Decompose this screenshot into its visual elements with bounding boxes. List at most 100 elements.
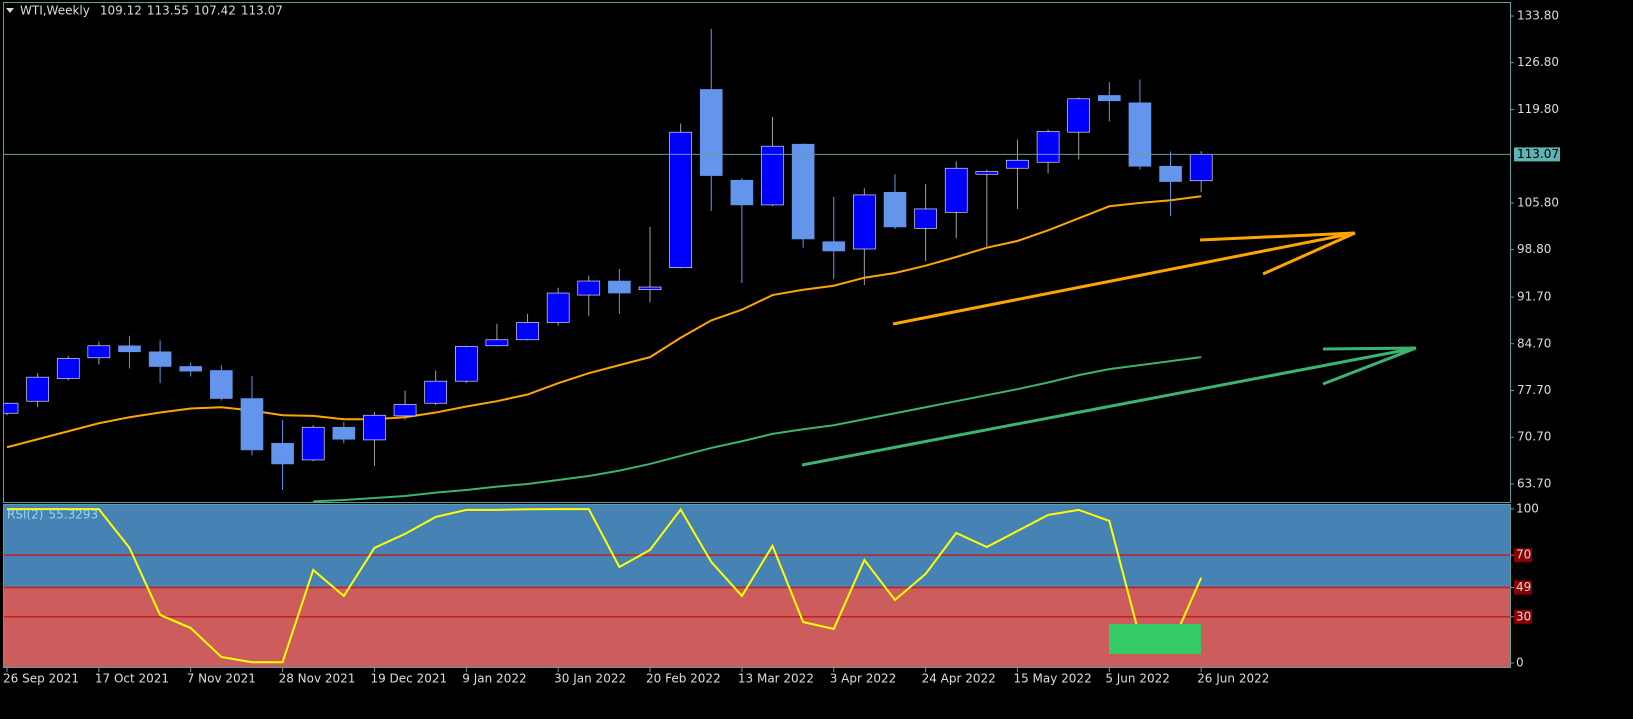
- rsi-level-box: [1514, 609, 1532, 624]
- header-ohlc: 109.12: [100, 4, 142, 18]
- rsi-title: RSI(2): [7, 508, 44, 522]
- orange-trend-line: [892, 231, 1356, 326]
- candle-body: [56, 358, 80, 379]
- moving-average-line: [313, 356, 1202, 502]
- candle-body: [608, 280, 631, 294]
- y-tick-label: 63.70: [1517, 476, 1551, 490]
- candle-body: [118, 345, 141, 353]
- candle-body: [454, 346, 478, 382]
- y-tick-label: 105.80: [1517, 195, 1559, 209]
- last-price-label: 113.07: [1517, 147, 1559, 161]
- candle-body: [179, 366, 203, 372]
- candle-body: [914, 208, 937, 229]
- last-price-box: [1514, 147, 1560, 162]
- y-tick-label: 133.80: [1517, 9, 1559, 23]
- candle-body: [730, 179, 754, 206]
- x-tick-label: 13 Mar 2022: [738, 672, 814, 686]
- candle-body: [3, 402, 19, 414]
- candle-body: [699, 89, 723, 176]
- symbol-title: WTI,Weekly: [20, 4, 90, 18]
- rsi-frame: [3, 504, 1511, 668]
- candle-body: [271, 442, 294, 465]
- orange-arrow-head: [1199, 231, 1356, 242]
- candle-body: [546, 292, 570, 323]
- rsi-upper-zone: [3, 504, 1510, 588]
- candle-body: [1067, 98, 1090, 133]
- header-ohlc: 107.42: [194, 4, 236, 18]
- x-tick-label: 28 Nov 2021: [279, 672, 356, 686]
- highlight-box: [1109, 624, 1201, 654]
- candle-body: [26, 376, 49, 402]
- candle-body: [1036, 131, 1060, 163]
- y-tick-label: 70.70: [1517, 430, 1551, 444]
- candle-body: [516, 322, 539, 341]
- header-ohlc: 113.55: [147, 4, 189, 18]
- y-tick-label: 126.80: [1517, 55, 1559, 69]
- candle-body: [975, 171, 999, 175]
- candle-body: [853, 194, 876, 250]
- y-tick-label: 77.70: [1517, 383, 1551, 397]
- header-ohlc: 113.07: [241, 4, 283, 18]
- rsi-y-tick-label: 70: [1516, 548, 1531, 562]
- orange-arrow-head: [1262, 231, 1356, 276]
- rsi-lower-zone: [3, 587, 1510, 667]
- green-trend-line: [801, 346, 1417, 467]
- menu-triangle: [6, 8, 14, 13]
- x-tick-label: 9 Jan 2022: [462, 672, 526, 686]
- main-frame: [3, 2, 1511, 503]
- rsi-y-tick-label: 30: [1516, 609, 1531, 623]
- candle-body: [301, 426, 325, 461]
- candle-body: [485, 339, 509, 347]
- y-tick-label: 91.70: [1517, 290, 1551, 304]
- rsi-value: 55.3293: [49, 508, 99, 522]
- y-tick-label: 119.80: [1517, 102, 1559, 116]
- candle-body: [363, 414, 386, 441]
- candle-body: [669, 131, 692, 268]
- candle-body: [944, 167, 968, 213]
- x-tick-label: 7 Nov 2021: [187, 672, 256, 686]
- drawn-objects: [801, 231, 1417, 654]
- x-tick-label: 3 Apr 2022: [830, 672, 897, 686]
- moving-average-line: [6, 195, 1202, 449]
- candle-body: [210, 370, 233, 399]
- candle-body: [424, 380, 447, 404]
- candle-body: [393, 404, 417, 417]
- x-tick-label: 26 Jun 2022: [1197, 672, 1269, 686]
- x-tick-label: 26 Sep 2021: [3, 672, 79, 686]
- candle-body: [1128, 102, 1152, 167]
- x-tick-label: 30 Jan 2022: [554, 672, 626, 686]
- candle-body: [240, 398, 264, 451]
- rsi-level-box: [1514, 548, 1532, 563]
- x-tick-label: 19 Dec 2021: [370, 672, 447, 686]
- x-tick-label: 24 Apr 2022: [922, 672, 996, 686]
- candle-body: [577, 280, 601, 296]
- candle-body: [1189, 154, 1213, 182]
- x-tick-label: 17 Oct 2021: [95, 672, 169, 686]
- candle-body: [883, 191, 907, 228]
- rsi-y-tick-label: 100: [1516, 501, 1539, 515]
- rsi-y-tick-label: 49: [1516, 580, 1531, 594]
- candle-body: [1098, 95, 1121, 102]
- y-tick-label: 98.80: [1517, 242, 1551, 256]
- green-arrow-head: [1322, 346, 1417, 386]
- candle-body: [791, 143, 815, 240]
- candle-body: [1006, 159, 1029, 169]
- candle-body: [822, 241, 846, 252]
- rsi-y-tick-label: 0: [1516, 655, 1524, 669]
- candle-body: [332, 426, 356, 440]
- candle-body: [148, 351, 172, 367]
- x-tick-label: 5 Jun 2022: [1105, 672, 1170, 686]
- candle-body: [1159, 165, 1182, 182]
- x-tick-label: 20 Feb 2022: [646, 672, 721, 686]
- frames: [3, 2, 1511, 668]
- candle-body: [87, 345, 111, 359]
- y-tick-label: 84.70: [1517, 336, 1551, 350]
- green-arrow-head: [1322, 346, 1417, 351]
- x-tick-label: 15 May 2022: [1013, 672, 1091, 686]
- candle-body: [638, 286, 662, 291]
- rsi-line: [7, 507, 1203, 664]
- candle-body: [761, 145, 784, 206]
- rsi-level-box: [1514, 580, 1532, 595]
